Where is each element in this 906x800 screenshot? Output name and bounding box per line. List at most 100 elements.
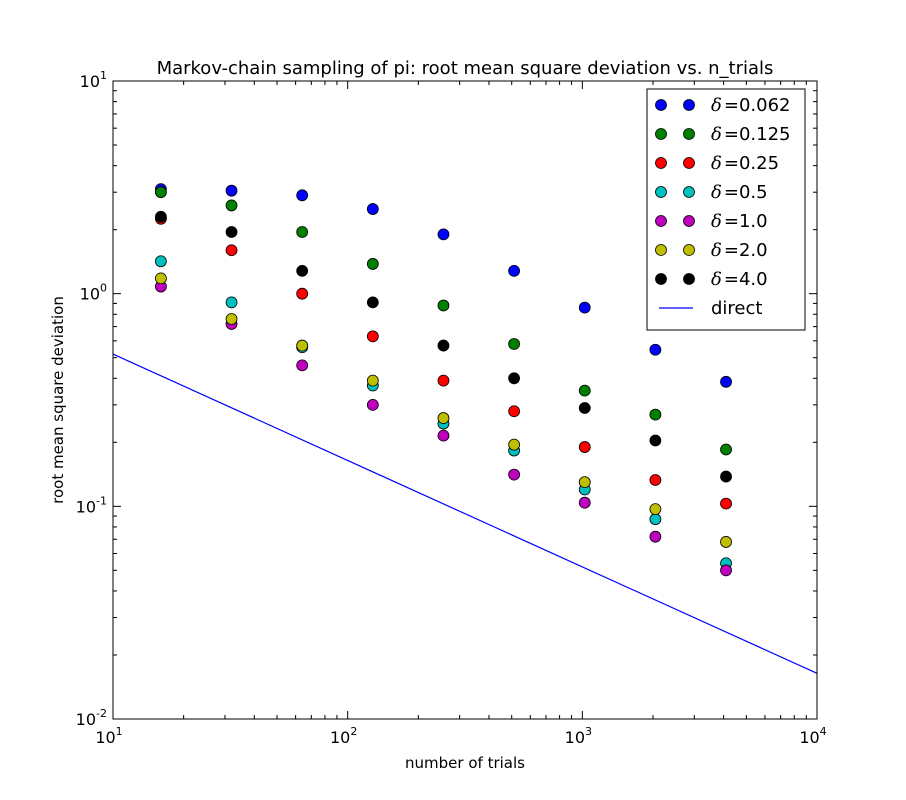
data-point: [225, 226, 238, 238]
legend-equals: =: [724, 269, 739, 290]
legend-entry-label: δ =0.25: [711, 153, 779, 174]
legend-equals: =: [724, 95, 739, 116]
x-axis-label: number of trials: [405, 754, 525, 772]
data-point: [720, 564, 732, 577]
data-point: [720, 497, 732, 510]
legend-marker: [683, 99, 695, 111]
data-point: [508, 264, 521, 277]
data-point: [649, 474, 662, 486]
x-tick-base: 10: [95, 728, 115, 747]
y-tick-base: 10: [80, 72, 100, 91]
y-tick-label: 10-1: [76, 494, 107, 516]
data-point: [437, 374, 450, 387]
series-1: [155, 186, 732, 456]
chart-title: Markov-chain sampling of pi: root mean s…: [157, 58, 774, 79]
y-axis-label: root mean square deviation: [49, 296, 67, 504]
data-point: [225, 244, 238, 257]
data-point: [366, 330, 379, 343]
data-point: [649, 513, 662, 526]
data-point: [720, 375, 732, 388]
legend-equals: =: [724, 124, 739, 145]
y-tick-base: 10: [76, 497, 96, 516]
data-point: [296, 264, 309, 277]
legend-equals: =: [724, 182, 739, 203]
data-point: [578, 496, 591, 509]
legend-marker: [683, 215, 695, 227]
data-point: [649, 408, 662, 421]
data-point: [155, 255, 167, 268]
legend-value: 0.062: [739, 95, 791, 116]
legend-value: 1.0: [739, 211, 768, 232]
legend-equals: =: [724, 211, 739, 232]
y-tick-base: 10: [80, 285, 100, 304]
data-point: [437, 412, 450, 424]
data-point: [508, 338, 521, 350]
legend-marker: [655, 157, 667, 169]
data-point: [296, 339, 309, 352]
legend-marker: [683, 128, 695, 140]
data-point: [296, 359, 309, 372]
data-layer: [113, 183, 817, 674]
data-point: [366, 296, 379, 309]
data-point: [296, 226, 309, 238]
legend-marker: [683, 273, 695, 285]
data-point: [508, 372, 521, 385]
data-point: [225, 313, 238, 325]
legend-value: 0.5: [739, 182, 768, 203]
y-tick-exponent: -2: [96, 707, 107, 720]
data-point: [225, 199, 238, 212]
legend-marker: [655, 215, 667, 227]
legend-value: 2.0: [739, 240, 768, 261]
legend-box: [646, 88, 806, 331]
legend-delta-symbol: δ: [711, 269, 722, 290]
legend-value: 4.0: [739, 269, 768, 290]
data-point: [649, 343, 662, 356]
legend-entry-label: δ =4.0: [711, 269, 768, 290]
legend-marker: [655, 244, 667, 256]
data-point: [437, 299, 450, 312]
series-6: [155, 210, 732, 483]
data-point: [578, 476, 591, 489]
axes-frame: [112, 80, 818, 720]
data-point: [578, 384, 591, 397]
legend-entry-label: δ =0.062: [711, 95, 790, 116]
legend-entry-label: δ =0.5: [711, 182, 768, 203]
data-point: [578, 441, 591, 453]
data-point: [720, 536, 732, 548]
data-point: [437, 228, 450, 241]
y-tick-base: 10: [76, 710, 96, 729]
data-point: [649, 530, 662, 543]
x-tick-label: 104: [799, 725, 826, 747]
series-4: [155, 280, 732, 577]
legend-delta-symbol: δ: [711, 153, 722, 174]
y-tick-exponent: -1: [96, 494, 107, 507]
data-point: [155, 272, 167, 285]
data-point: [155, 186, 167, 199]
legend-delta-symbol: δ: [711, 211, 722, 232]
legend-delta-symbol: δ: [711, 182, 722, 203]
legend-delta-symbol: δ: [711, 95, 722, 116]
legend-entry-label: direct: [711, 298, 762, 319]
data-point: [366, 374, 379, 387]
x-tick-base: 10: [799, 728, 819, 747]
data-point: [508, 468, 521, 481]
x-tick-exponent: 3: [585, 725, 592, 738]
legend-value: 0.25: [739, 153, 779, 174]
legend-entry-label: δ =1.0: [711, 211, 768, 232]
direct-line: [113, 353, 817, 674]
series-5: [155, 272, 732, 548]
legend-marker: [683, 157, 695, 169]
legend-marker: [683, 244, 695, 256]
data-point: [578, 301, 591, 314]
legend-entry-label: δ =2.0: [711, 240, 768, 261]
x-tick-exponent: 1: [116, 725, 123, 738]
data-point: [720, 470, 732, 483]
legend-value: 0.125: [739, 124, 791, 145]
data-point: [296, 189, 309, 202]
x-tick-label: 103: [565, 725, 592, 747]
x-tick-label: 102: [330, 725, 357, 747]
legend-equals: =: [724, 153, 739, 174]
